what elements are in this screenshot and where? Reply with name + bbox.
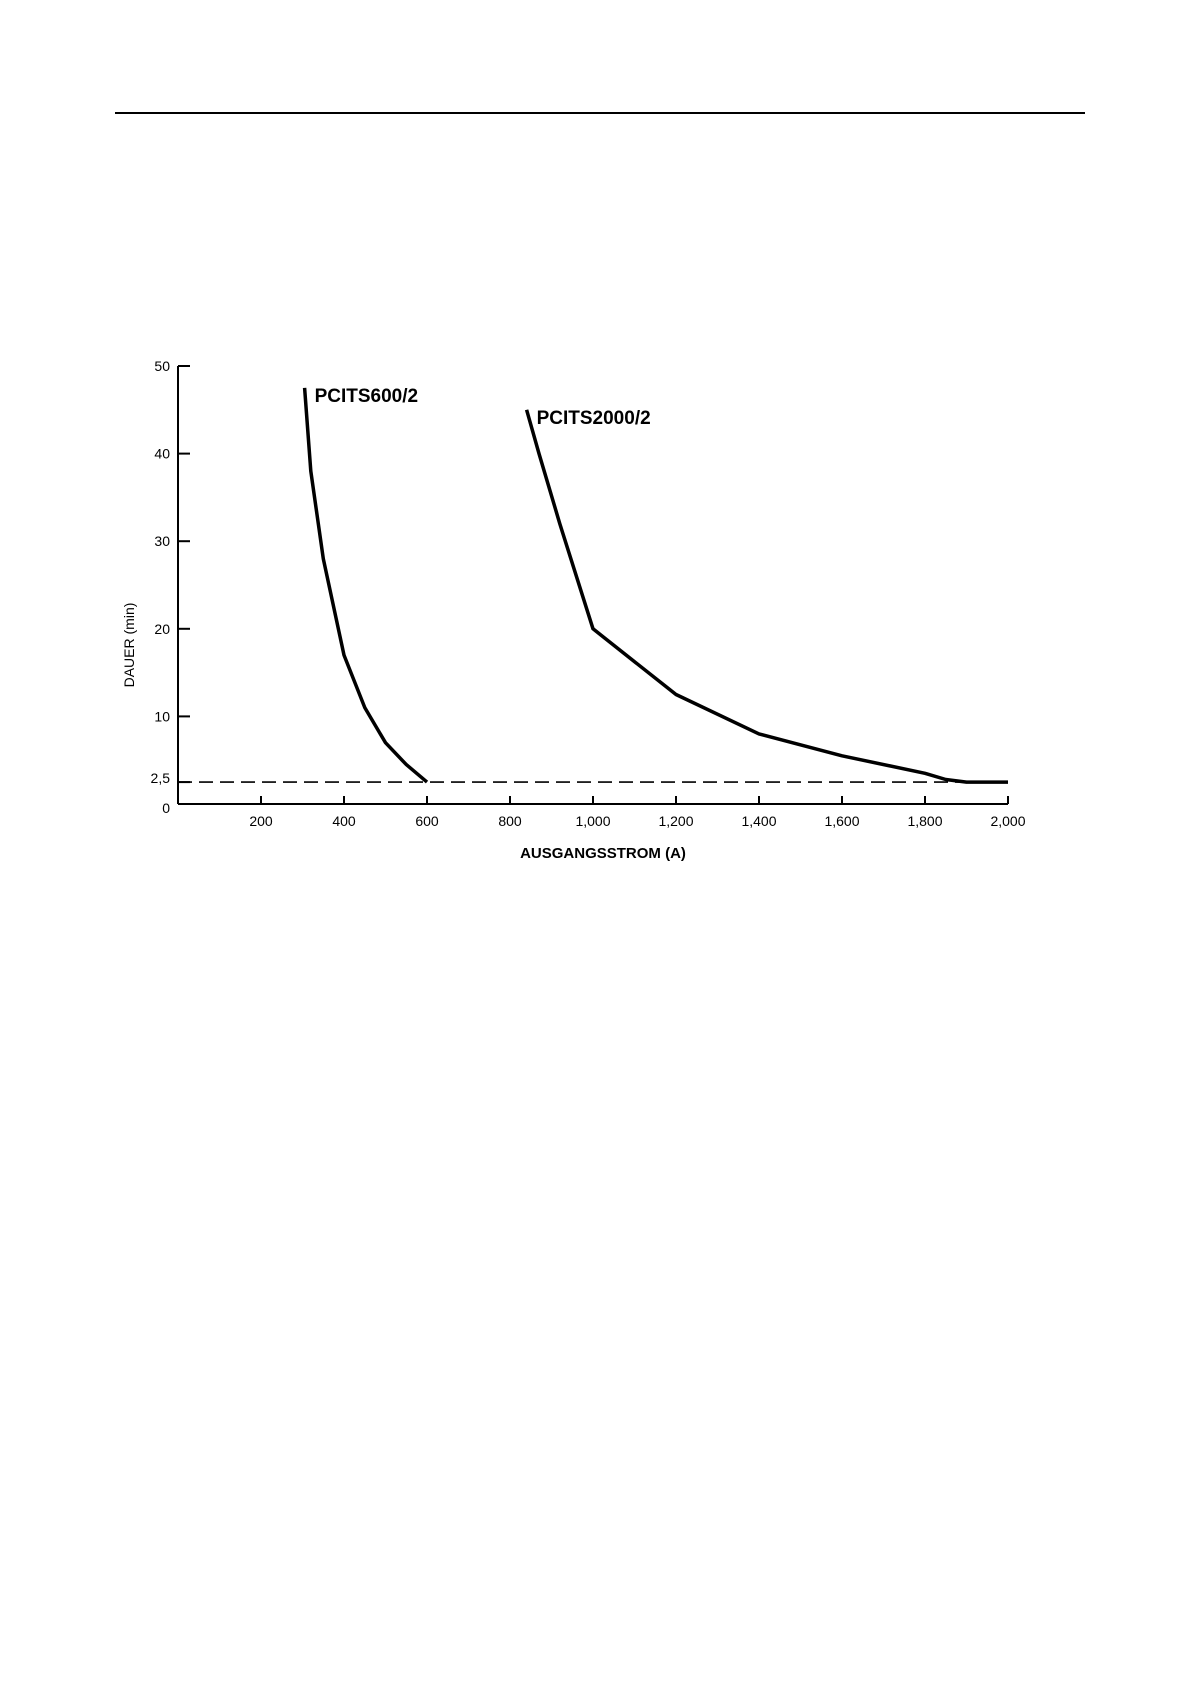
x-axis-title: AUSGANGSSTROM (A): [520, 845, 686, 862]
y-axis-title: DAUER (min): [121, 603, 137, 688]
series-label: PCITS2000/2: [537, 408, 651, 429]
y-tick-label: 50: [154, 358, 170, 374]
series-label: PCITS600/2: [315, 386, 419, 407]
x-tick-label: 1,600: [824, 813, 859, 829]
y-tick-label: 20: [154, 621, 170, 637]
series-line-pcits2000-2: [524, 409, 1008, 784]
series-line-pcits600-2: [302, 387, 429, 784]
x-tick-label: 2,000: [990, 813, 1025, 829]
x-tick-label: 200: [249, 813, 273, 829]
y-tick-label: 2,5: [151, 770, 171, 786]
axes: 200 400 600 800 1,000 1,200 1,400 1,600 1,800 2,0…: [121, 358, 1026, 862]
x-tick-label: 1,200: [658, 813, 693, 829]
x-tick-label: 400: [332, 813, 356, 829]
series-group: [302, 387, 1008, 784]
y-tick-label: 0: [162, 800, 170, 816]
top-rule: [115, 112, 1085, 114]
y-tick-label: 40: [154, 446, 170, 462]
labels-group: PCITS600/2 PCITS2000/2: [315, 386, 651, 429]
y-tick-label: 10: [154, 708, 170, 724]
x-tick-label: 600: [415, 813, 439, 829]
x-tick-label: 1,400: [741, 813, 776, 829]
y-tick-label: 30: [154, 533, 170, 549]
x-tick-label: 800: [498, 813, 522, 829]
x-tick-label: 1,800: [907, 813, 942, 829]
x-tick-label: 1,000: [575, 813, 610, 829]
